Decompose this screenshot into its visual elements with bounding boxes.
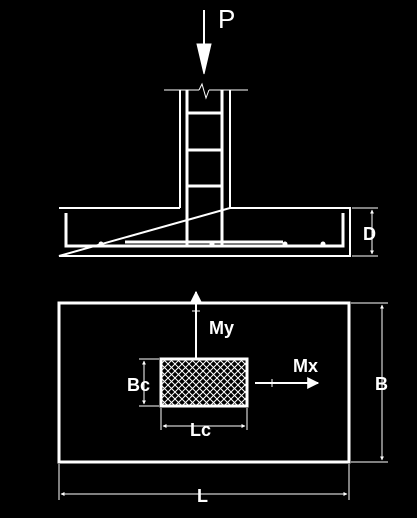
column-width-label: Bc bbox=[127, 375, 150, 395]
footing-width-label: B bbox=[375, 374, 388, 394]
footing-plan bbox=[57, 301, 351, 464]
footing-elevation bbox=[58, 207, 351, 257]
load-arrow bbox=[196, 10, 212, 75]
footing-reinforcement bbox=[64, 213, 345, 248]
load-label: P bbox=[218, 4, 235, 34]
elevation-view bbox=[58, 10, 378, 257]
footing-length-label: L bbox=[197, 486, 208, 506]
moment-y-label: My bbox=[209, 318, 234, 338]
column-section bbox=[159, 357, 249, 408]
column-length-dimension bbox=[160, 408, 248, 430]
footing-width-dimension bbox=[351, 302, 388, 463]
plan-view bbox=[57, 290, 388, 500]
depth-label: D bbox=[363, 224, 376, 244]
column-break-line bbox=[164, 82, 248, 100]
column-length-label: Lc bbox=[190, 420, 211, 440]
depth-dimension bbox=[352, 207, 378, 257]
column-width-dimension bbox=[139, 358, 159, 407]
column-elevation bbox=[179, 90, 231, 246]
footing-length-dimension bbox=[58, 464, 350, 500]
moment-x-label: Mx bbox=[293, 356, 318, 376]
